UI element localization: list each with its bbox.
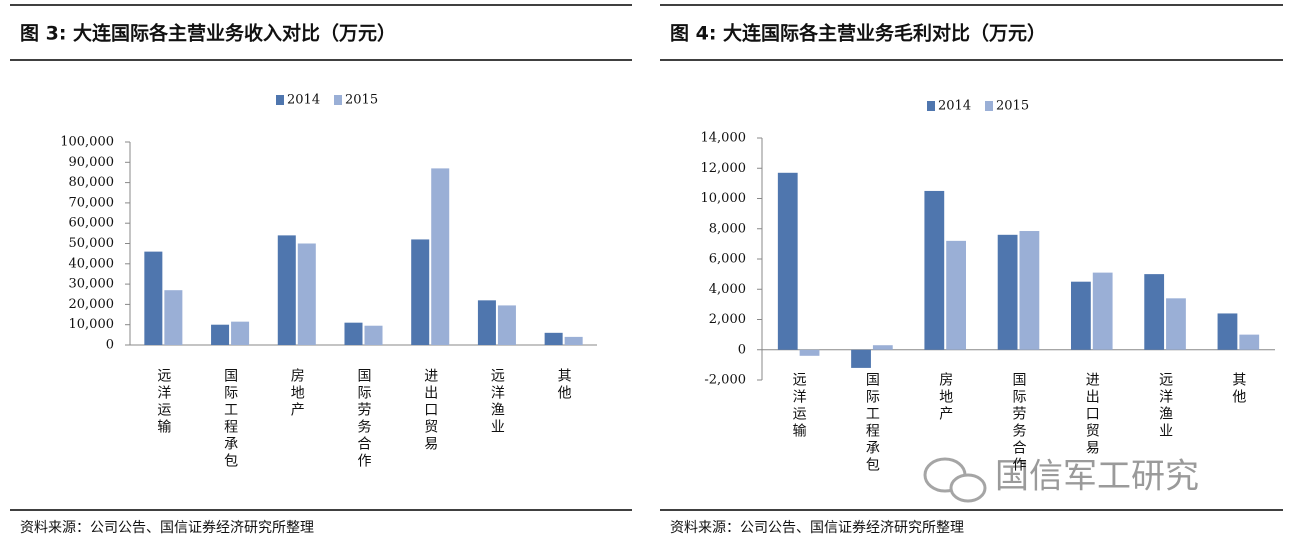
bar bbox=[1019, 231, 1040, 350]
bar bbox=[144, 251, 163, 345]
bar bbox=[477, 300, 496, 345]
y-tick-label: 80,000 bbox=[69, 175, 115, 190]
bar bbox=[431, 168, 450, 345]
x-tick-label: 其他 bbox=[556, 368, 572, 402]
y-tick-label: 12,000 bbox=[701, 161, 747, 176]
bar bbox=[544, 332, 563, 345]
x-tick-label: 其他 bbox=[1230, 372, 1246, 406]
legend-swatch bbox=[276, 95, 284, 105]
x-tick-label: 远洋渔业 bbox=[489, 368, 505, 436]
source: 资料来源：公司公告、国信证券经济研究所整理 bbox=[670, 520, 964, 536]
legend-label: 2014 bbox=[938, 99, 971, 114]
y-tick-label: 30,000 bbox=[69, 277, 115, 292]
bar bbox=[211, 324, 230, 345]
x-tick-label: 进出口贸易 bbox=[1084, 372, 1100, 457]
bar bbox=[799, 349, 820, 356]
y-tick-label: 90,000 bbox=[69, 155, 115, 170]
y-tick-label: 2,000 bbox=[709, 312, 746, 327]
x-tick-label: 房地产 bbox=[289, 368, 305, 419]
bar bbox=[777, 172, 798, 350]
bar bbox=[1144, 274, 1165, 350]
source: 资料来源：公司公告、国信证券经济研究所整理 bbox=[20, 520, 314, 536]
bar bbox=[297, 243, 316, 345]
watermark-icon bbox=[923, 457, 987, 503]
y-tick-label: 50,000 bbox=[69, 236, 115, 251]
x-tick-label: 国际工程承包 bbox=[864, 372, 880, 474]
x-tick-label: 国际工程承包 bbox=[222, 368, 238, 470]
y-tick-label: 8,000 bbox=[709, 221, 746, 236]
x-tick-label: 房地产 bbox=[937, 372, 953, 423]
bar bbox=[364, 325, 383, 345]
y-tick-label: 0 bbox=[106, 338, 114, 353]
chart-title: 图 4: 大连国际各主营业务毛利对比（万元） bbox=[670, 22, 1046, 45]
legend-swatch bbox=[334, 95, 342, 105]
x-tick-label: 远洋渔业 bbox=[1157, 372, 1173, 440]
bar bbox=[231, 321, 250, 345]
y-tick-label: 70,000 bbox=[69, 195, 115, 210]
y-tick-label: 4,000 bbox=[709, 282, 746, 297]
bar bbox=[851, 349, 871, 368]
legend-label: 2014 bbox=[287, 93, 320, 108]
y-tick-label: 6,000 bbox=[709, 252, 746, 267]
legend-label: 2015 bbox=[345, 93, 378, 108]
bar bbox=[1070, 281, 1091, 350]
x-tick-label: 远洋运输 bbox=[791, 372, 807, 440]
y-tick-label: 14,000 bbox=[701, 131, 747, 146]
y-tick-label: 100,000 bbox=[60, 135, 114, 150]
bar bbox=[497, 305, 516, 345]
bar bbox=[1166, 298, 1186, 350]
bar bbox=[1239, 334, 1260, 350]
bar bbox=[872, 345, 893, 350]
y-tick-label: 20,000 bbox=[69, 297, 115, 312]
y-tick-label: -2,000 bbox=[704, 373, 746, 388]
bar bbox=[1092, 272, 1113, 350]
bar bbox=[997, 234, 1018, 350]
bar bbox=[164, 290, 183, 345]
y-tick-label: 60,000 bbox=[69, 216, 115, 231]
watermark: 国信军工研究 bbox=[995, 457, 1199, 497]
legend-label: 2015 bbox=[996, 99, 1029, 114]
bar bbox=[564, 336, 583, 345]
x-tick-label: 进出口贸易 bbox=[422, 368, 438, 453]
legend-swatch bbox=[985, 101, 993, 111]
bar bbox=[411, 239, 430, 345]
y-tick-label: 10,000 bbox=[69, 317, 115, 332]
x-tick-label: 国际劳务合作 bbox=[356, 368, 372, 470]
bar bbox=[344, 322, 363, 345]
y-tick-label: 10,000 bbox=[701, 191, 747, 206]
chart-title: 图 3: 大连国际各主营业务收入对比（万元） bbox=[20, 22, 396, 45]
x-tick-label: 远洋运输 bbox=[155, 368, 171, 436]
bar bbox=[924, 190, 945, 350]
y-tick-label: 40,000 bbox=[69, 256, 115, 271]
legend-swatch bbox=[927, 101, 935, 111]
x-tick-label: 国际劳务合作 bbox=[1011, 372, 1027, 474]
bar bbox=[1217, 313, 1238, 350]
bar bbox=[946, 240, 967, 350]
bar bbox=[277, 235, 296, 345]
y-tick-label: 0 bbox=[738, 342, 746, 357]
